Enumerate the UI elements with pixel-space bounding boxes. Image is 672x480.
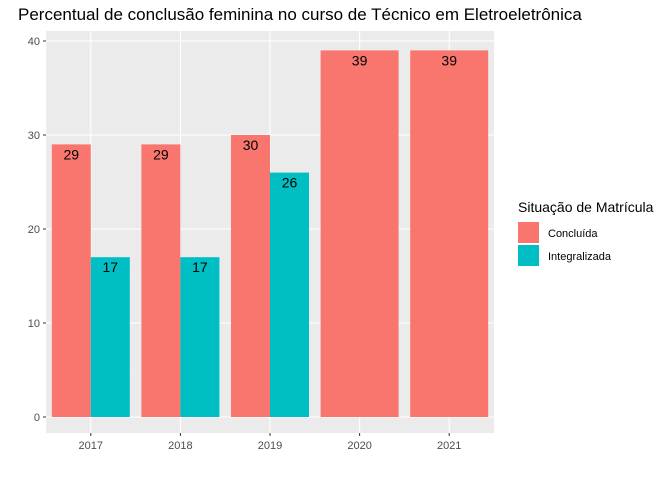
bar-integralizada-2018	[180, 257, 220, 417]
bars	[51, 50, 489, 418]
x-tick-label: 2021	[437, 440, 461, 452]
y-tick-label: 30	[28, 130, 40, 142]
y-tick-label: 0	[34, 412, 40, 424]
bar-value-label: 29	[153, 146, 169, 162]
y-tick-label: 10	[28, 318, 40, 330]
legend-title: Situação de Matrícula	[518, 199, 654, 215]
legend-swatch-integralizada	[518, 245, 539, 266]
x-tick-label: 2018	[168, 440, 192, 452]
bar-conclu-da-2018	[141, 144, 181, 417]
legend-swatch-concluida	[518, 222, 539, 243]
bar-value-label: 39	[352, 52, 368, 68]
legend: Situação de Matrícula Concluída Integral…	[518, 199, 654, 266]
bar-conclu-da-2020	[320, 50, 399, 418]
x-tick-label: 2020	[347, 440, 371, 452]
bar-value-label: 29	[64, 146, 80, 162]
bar-value-label: 30	[243, 137, 259, 153]
bar-value-label: 17	[103, 259, 119, 275]
legend-label-concluida: Concluída	[548, 228, 598, 240]
bar-conclu-da-2017	[51, 144, 91, 417]
bar-value-label: 17	[192, 259, 208, 275]
bar-integralizada-2017	[90, 257, 130, 417]
axes: 0 10 20 30 40 2017 2018 2019 2020 2021	[28, 36, 462, 452]
bar-conclu-da-2019	[231, 135, 270, 417]
y-tick-label: 40	[28, 36, 40, 48]
chart-title: Percentual de conclusão feminina no curs…	[18, 5, 582, 24]
bar-value-label: 26	[282, 175, 298, 191]
y-tick-label: 20	[28, 224, 40, 236]
x-tick-label: 2017	[79, 440, 103, 452]
x-tick-label: 2019	[258, 440, 282, 452]
legend-label-integralizada: Integralizada	[548, 251, 612, 263]
bar-labels: 29 17 29 17 30 26 39 39	[64, 52, 458, 275]
bar-value-label: 39	[441, 52, 457, 68]
bar-conclu-da-2021	[410, 50, 489, 418]
bar-integralizada-2019	[270, 172, 309, 417]
